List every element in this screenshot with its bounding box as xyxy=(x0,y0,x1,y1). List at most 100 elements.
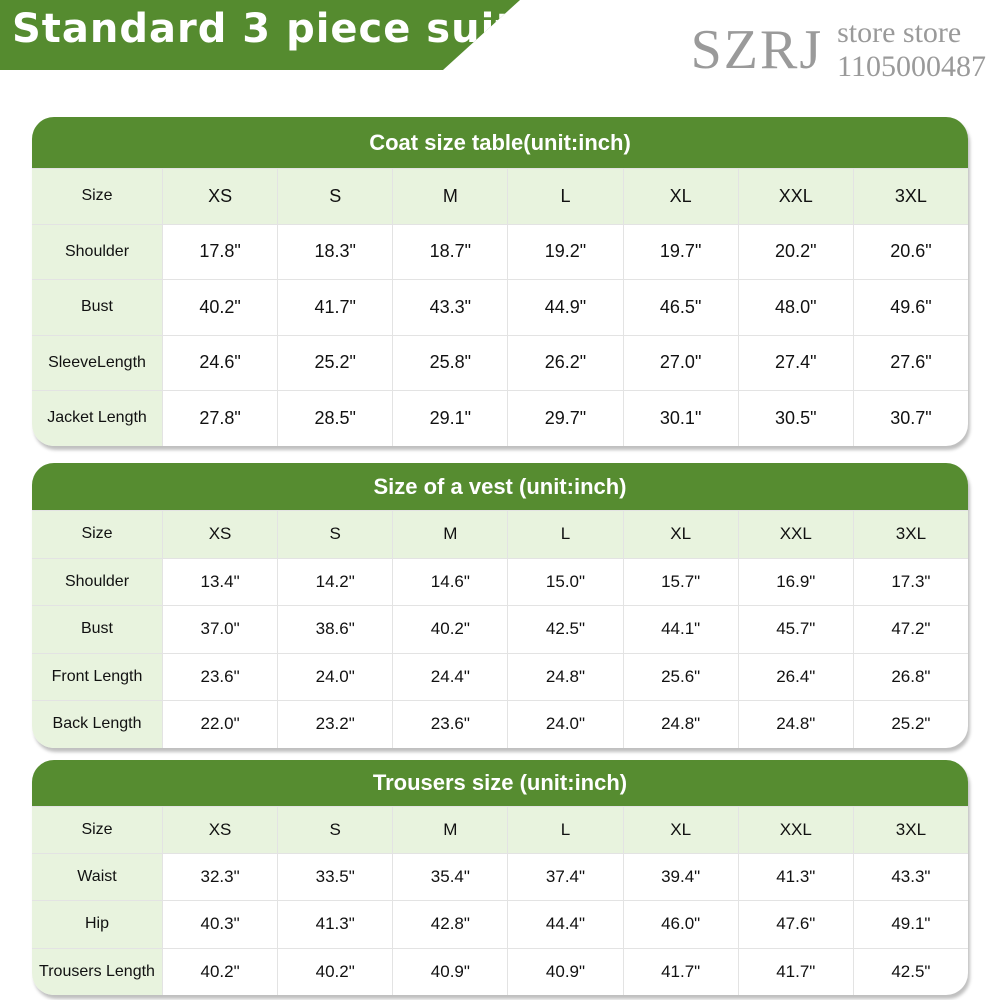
measurement-label: Front Length xyxy=(32,653,162,700)
table-cell: 39.4" xyxy=(622,854,738,901)
table-header-row: Size XS S M L XL XXL 3XL xyxy=(32,806,968,854)
size-column-header: 3XL xyxy=(852,169,968,224)
table-cell: 35.4" xyxy=(392,854,507,901)
banner-title: Standard 3 piece suit xyxy=(12,6,516,52)
table-cell: 46.5" xyxy=(622,280,738,335)
size-column-header: XS xyxy=(162,169,278,224)
table-cell: 24.6" xyxy=(162,335,277,390)
table-cell: 27.8" xyxy=(162,391,277,446)
size-column-header: S xyxy=(277,511,393,558)
table-cell: 17.8" xyxy=(162,224,277,279)
size-column-header: XL xyxy=(622,169,738,224)
table-cell: 41.7" xyxy=(737,948,853,995)
table-cell: 42.8" xyxy=(392,901,507,948)
table-cell: 16.9" xyxy=(737,558,853,605)
size-column-header: XS xyxy=(162,807,278,854)
vest-size-table: Size of a vest (unit:inch) Size XS S M L XL XXL… xyxy=(32,463,968,748)
table-cell: 27.0" xyxy=(622,335,738,390)
table-row: SleeveLength 24.6" 25.2" 25.8" 26.2" 27.0" 27.… xyxy=(32,334,968,390)
table-cell: 30.1" xyxy=(622,391,738,446)
table-cell: 26.8" xyxy=(852,653,968,700)
measurement-label: Shoulder xyxy=(32,224,162,279)
size-column-header: L xyxy=(507,169,623,224)
measurement-label: Jacket Length xyxy=(32,391,162,446)
table-cell: 23.6" xyxy=(162,653,277,700)
table-cell: 25.8" xyxy=(392,335,507,390)
table-cell: 20.2" xyxy=(737,224,853,279)
table-cell: 27.4" xyxy=(737,335,853,390)
table-cell: 18.3" xyxy=(277,224,392,279)
table-cell: 24.0" xyxy=(277,653,392,700)
watermark-line2: store store xyxy=(837,16,962,49)
table-row: Front Length 23.6" 24.0" 24.4" 24.8" 25.6" 26.… xyxy=(32,652,968,700)
table-cell: 37.4" xyxy=(507,854,622,901)
measurement-label: Bust xyxy=(32,606,162,653)
coat-size-table: Coat size table(unit:inch) Size XS S M L XL XXL… xyxy=(32,117,968,446)
table-cell: 24.0" xyxy=(507,701,622,748)
table-cell: 25.2" xyxy=(852,701,968,748)
table-cell: 24.8" xyxy=(622,701,738,748)
table-cell: 41.3" xyxy=(277,901,392,948)
table-cell: 40.2" xyxy=(392,606,507,653)
size-column-header: M xyxy=(392,807,508,854)
table-cell: 42.5" xyxy=(507,606,622,653)
table-row: Shoulder 17.8" 18.3" 18.7" 19.2" 19.7" 20.2" 20… xyxy=(32,223,968,279)
table-cell: 45.7" xyxy=(737,606,853,653)
table-cell: 40.3" xyxy=(162,901,277,948)
table-cell: 24.8" xyxy=(507,653,622,700)
table-cell: 23.2" xyxy=(277,701,392,748)
trousers-size-table: Trousers size (unit:inch) Size XS S M L XL XXL 3… xyxy=(32,760,968,995)
table-cell: 28.5" xyxy=(277,391,392,446)
measurement-label: Shoulder xyxy=(32,558,162,605)
table-cell: 41.3" xyxy=(737,854,853,901)
size-column-header: 3XL xyxy=(852,511,968,558)
table-row: Hip 40.3" 41.3" 42.8" 44.4" 46.0" 47.6" 49.1" xyxy=(32,900,968,948)
table-cell: 40.9" xyxy=(392,948,507,995)
size-column-header: 3XL xyxy=(852,807,968,854)
size-label: Size xyxy=(32,807,162,854)
table-cell: 19.2" xyxy=(507,224,622,279)
table-row: Bust 40.2" 41.7" 43.3" 44.9" 46.5" 48.0" 49.6" xyxy=(32,279,968,335)
measurement-label: Bust xyxy=(32,280,162,335)
size-column-header: L xyxy=(507,511,623,558)
table-cell: 49.6" xyxy=(852,280,968,335)
size-label: Size xyxy=(32,511,162,558)
table-cell: 15.0" xyxy=(507,558,622,605)
table-cell: 44.1" xyxy=(622,606,738,653)
measurement-label: Waist xyxy=(32,854,162,901)
watermark-brand: SZRJ xyxy=(690,19,824,81)
table-cell: 43.3" xyxy=(392,280,507,335)
size-label: Size xyxy=(32,169,162,224)
measurement-label: Trousers Length xyxy=(32,948,162,995)
table-cell: 15.7" xyxy=(622,558,738,605)
table-cell: 42.5" xyxy=(852,948,968,995)
table-cell: 33.5" xyxy=(277,854,392,901)
table-cell: 47.6" xyxy=(737,901,853,948)
table-cell: 27.6" xyxy=(852,335,968,390)
size-column-header: XL xyxy=(622,807,738,854)
watermark-line3: 1105000487 xyxy=(837,50,986,83)
title-banner: Standard 3 piece suit xyxy=(0,0,520,70)
table-cell: 13.4" xyxy=(162,558,277,605)
table-row: Waist 32.3" 33.5" 35.4" 37.4" 39.4" 41.3" 43.3" xyxy=(32,853,968,901)
watermark: SZRJ store store 1105000487 xyxy=(691,18,986,82)
table-cell: 18.7" xyxy=(392,224,507,279)
table-cell: 40.9" xyxy=(507,948,622,995)
size-column-header: S xyxy=(277,169,393,224)
table-cell: 46.0" xyxy=(622,901,738,948)
table-cell: 14.2" xyxy=(277,558,392,605)
table-row: Bust 37.0" 38.6" 40.2" 42.5" 44.1" 45.7" 47.2" xyxy=(32,605,968,653)
table-cell: 41.7" xyxy=(622,948,738,995)
table-title: Coat size table(unit:inch) xyxy=(32,117,968,168)
size-column-header: S xyxy=(277,807,393,854)
table-cell: 32.3" xyxy=(162,854,277,901)
table-cell: 44.4" xyxy=(507,901,622,948)
table-cell: 29.1" xyxy=(392,391,507,446)
table-cell: 26.4" xyxy=(737,653,853,700)
table-cell: 25.2" xyxy=(277,335,392,390)
measurement-label: Hip xyxy=(32,901,162,948)
watermark-text: store store 1105000487 xyxy=(837,18,986,82)
table-row: Trousers Length 40.2" 40.2" 40.9" 40.9" 41.7"… xyxy=(32,947,968,995)
measurement-label: SleeveLength xyxy=(32,335,162,390)
size-column-header: XXL xyxy=(737,169,853,224)
